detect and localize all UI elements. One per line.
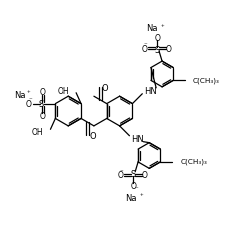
Text: O: O (142, 171, 147, 180)
Text: ⁻: ⁻ (143, 42, 146, 48)
Text: O: O (39, 88, 45, 97)
Text: HN: HN (130, 135, 143, 144)
Text: Na: Na (146, 24, 157, 33)
Text: HN: HN (143, 87, 156, 96)
Text: C(CH₃)₃: C(CH₃)₃ (192, 77, 219, 83)
Text: ⁻: ⁻ (119, 168, 123, 174)
Text: O: O (153, 34, 159, 43)
Text: ⁻: ⁻ (29, 97, 32, 103)
Text: O: O (165, 45, 171, 54)
Text: O: O (89, 131, 95, 140)
Text: O: O (130, 181, 135, 190)
Text: OH: OH (57, 87, 69, 96)
Text: ⁻: ⁻ (134, 186, 137, 192)
Text: S: S (154, 46, 159, 55)
Text: O: O (117, 171, 123, 180)
Text: S: S (130, 169, 135, 179)
Text: O: O (101, 83, 108, 92)
Text: O: O (39, 112, 45, 120)
Text: ⁺: ⁺ (139, 193, 142, 199)
Text: C(CH₃)₃: C(CH₃)₃ (179, 158, 206, 164)
Text: ⁺: ⁺ (160, 25, 163, 30)
Text: Na: Na (14, 91, 25, 100)
Text: O: O (141, 45, 146, 54)
Text: O: O (26, 100, 32, 109)
Text: S: S (39, 100, 44, 109)
Text: Na: Na (125, 193, 136, 202)
Text: OH: OH (32, 127, 43, 136)
Text: ⁺: ⁺ (27, 90, 30, 96)
